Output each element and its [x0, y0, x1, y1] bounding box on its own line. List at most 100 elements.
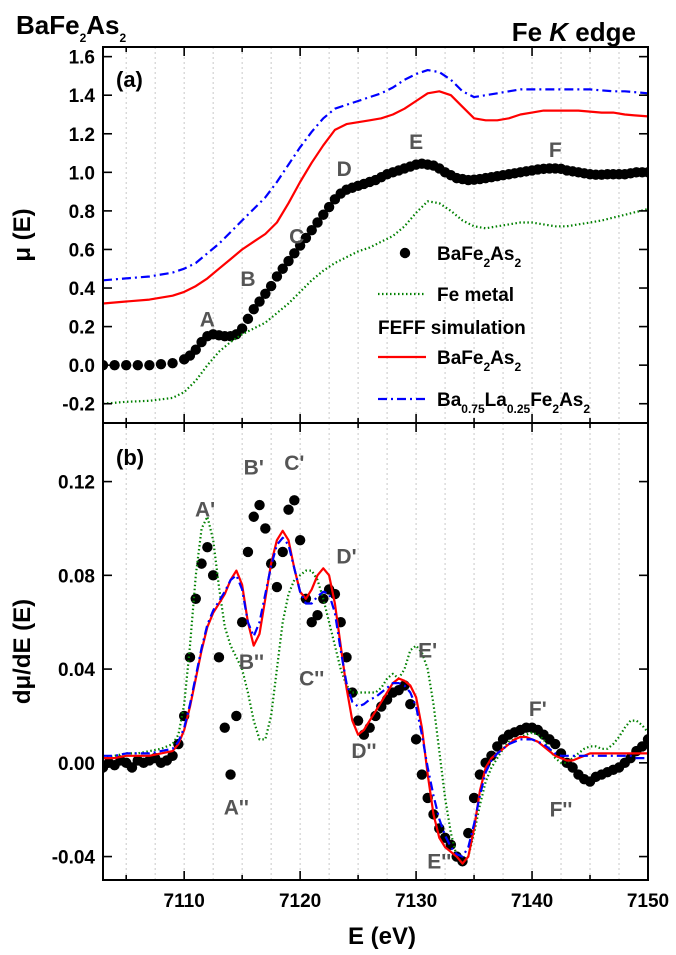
panel-a-point-exp — [294, 240, 306, 251]
panel-a-ytick-label: 1.2 — [69, 125, 95, 146]
panel-b-point-exp — [306, 617, 317, 628]
panel-a-ytick-label: 0.8 — [69, 202, 95, 223]
panel-b-point-exp — [248, 511, 259, 522]
panel-b-point-exp — [637, 741, 648, 752]
panel-b-point-exp — [207, 570, 219, 581]
panel-b-point-exp — [492, 741, 503, 752]
panel-b-line-la — [103, 536, 648, 858]
panel-a-point-exp — [109, 359, 120, 371]
panel-a-point-exp — [277, 263, 288, 274]
panel-a-peak-label: E — [409, 131, 423, 154]
panel-b-point-exp — [486, 750, 497, 761]
panel-b-peak-label: D'' — [351, 740, 376, 763]
panel-b-ytick-label: 0.12 — [58, 473, 95, 494]
panel-b-point-exp — [416, 769, 428, 780]
panel-a-point-exp — [155, 358, 167, 370]
panel-b-frame — [102, 422, 649, 881]
panel-b-point-exp — [277, 546, 288, 558]
panel-b-point-exp — [167, 750, 178, 761]
panel-b-point-exp — [231, 710, 242, 722]
panel-b-point-exp — [352, 715, 364, 726]
panel-a-point-exp — [144, 359, 155, 371]
panel-b-point-exp — [376, 701, 387, 712]
panel-b-peak-label: F' — [529, 698, 547, 721]
panel-b-point-exp — [219, 722, 230, 733]
panel-b-point-exp — [642, 734, 648, 745]
panel-a-point-exp — [254, 296, 265, 307]
panel-b-ytick-label: 0.08 — [58, 566, 95, 587]
panel-a-peak-label: D — [337, 158, 352, 181]
panel-a-point-exp — [306, 224, 317, 236]
legend-label-exp: BaFe2As2 — [437, 244, 521, 270]
panel-a-point-exp — [318, 209, 329, 220]
panel-a-point-exp — [190, 344, 201, 355]
panel-a-point-exp — [289, 248, 300, 259]
panel-b-point-exp — [242, 546, 254, 558]
panel-b-point-exp — [370, 710, 381, 722]
panel-b-point-exp — [184, 652, 196, 663]
panel-b-point-exp — [202, 542, 213, 553]
legend-heading: FEFF simulation — [378, 318, 526, 339]
panel-b-ytick-label: 0.00 — [58, 754, 95, 775]
panel-a-ytick-label: 0.0 — [69, 356, 95, 377]
panel-b-peak-label: E' — [418, 639, 437, 662]
x-tick-label: 7120 — [279, 891, 321, 912]
figure-title-left: BaFe2As2 — [16, 10, 127, 45]
panel-b-point-exp — [126, 762, 138, 773]
panel-a-ytick-label: 0.2 — [69, 318, 95, 339]
panel-b-point-exp — [294, 534, 306, 546]
panel-b-point-exp — [457, 856, 468, 867]
figure-title-right: Fe K edge — [512, 17, 636, 47]
panel-b-peak-label: D' — [336, 546, 356, 569]
panel-b-ytick-label: 0.04 — [58, 660, 95, 681]
panel-b-point-exp — [405, 699, 416, 710]
x-tick-label: 7110 — [164, 891, 205, 912]
legend-label-feff: BaFe2As2 — [437, 348, 521, 374]
panel-a-ytick-label: 1.0 — [69, 163, 95, 184]
panel-b-label: (b) — [116, 445, 144, 470]
panel-b-point-exp — [213, 652, 225, 663]
panel-b-point-exp — [236, 617, 248, 628]
panel-a-line-la — [103, 68, 648, 282]
panel-b-y-axis-title: dμ/dE (E) — [9, 599, 36, 704]
panel-b-ytick-label: -0.04 — [52, 848, 96, 869]
panel-b-point-exp — [468, 792, 480, 804]
x-axis-title: E (eV) — [348, 923, 416, 950]
panel-b-point-exp — [341, 652, 352, 663]
legend-label-la: Ba0.75La0.25Fe2As2 — [437, 390, 590, 416]
panel-a-point-exp — [236, 323, 248, 334]
panel-b-point-exp — [463, 827, 474, 839]
panel-b-point-exp — [196, 558, 207, 569]
panel-a-point-exp — [260, 288, 271, 300]
panel-a-ytick-label: -0.2 — [62, 395, 95, 416]
panel-a-point-exp — [242, 313, 254, 325]
panel-a-peak-label: F — [549, 139, 562, 162]
panel-b-peak-label: A'' — [224, 796, 249, 819]
panel-b-peak-label: C' — [284, 452, 304, 475]
panel-b-peak-label: B'' — [239, 651, 264, 674]
panel-b-series-group — [103, 495, 648, 867]
panel-a-ytick-label: 1.4 — [69, 86, 96, 107]
panel-b-point-exp — [260, 523, 271, 534]
panel-b-peak-label: E'' — [427, 850, 451, 873]
panel-b-peak-label: F'' — [550, 799, 573, 822]
panel-b-line-fe — [103, 515, 648, 865]
panel-b-point-exp — [283, 504, 294, 515]
plot-root: -0.2 0.0 0.2 0.4 0.6 0.8 1.0 1.2 1.4 1.6 μ (E) (a) A… — [9, 46, 669, 912]
panel-b-peak-label: A' — [195, 499, 215, 522]
panel-b-point-exp — [625, 752, 636, 764]
panel-a-point-exp — [248, 304, 259, 315]
x-tick-label: 7130 — [395, 891, 437, 912]
panel-a-peak-label: C — [289, 226, 304, 249]
panel-a-peak-label: A — [200, 309, 215, 332]
panel-a-point-exp — [271, 271, 283, 282]
panel-a-point-exp — [300, 232, 312, 244]
panel-b-point-exp — [567, 762, 578, 773]
panel-a-point-exp — [265, 280, 277, 292]
panel-b-point-exp — [190, 593, 201, 604]
legend-marker-exp — [399, 247, 411, 259]
panel-b-point-exp — [225, 769, 236, 780]
panel-a-series-group — [103, 68, 648, 405]
panel-b-point-exp — [271, 581, 283, 593]
